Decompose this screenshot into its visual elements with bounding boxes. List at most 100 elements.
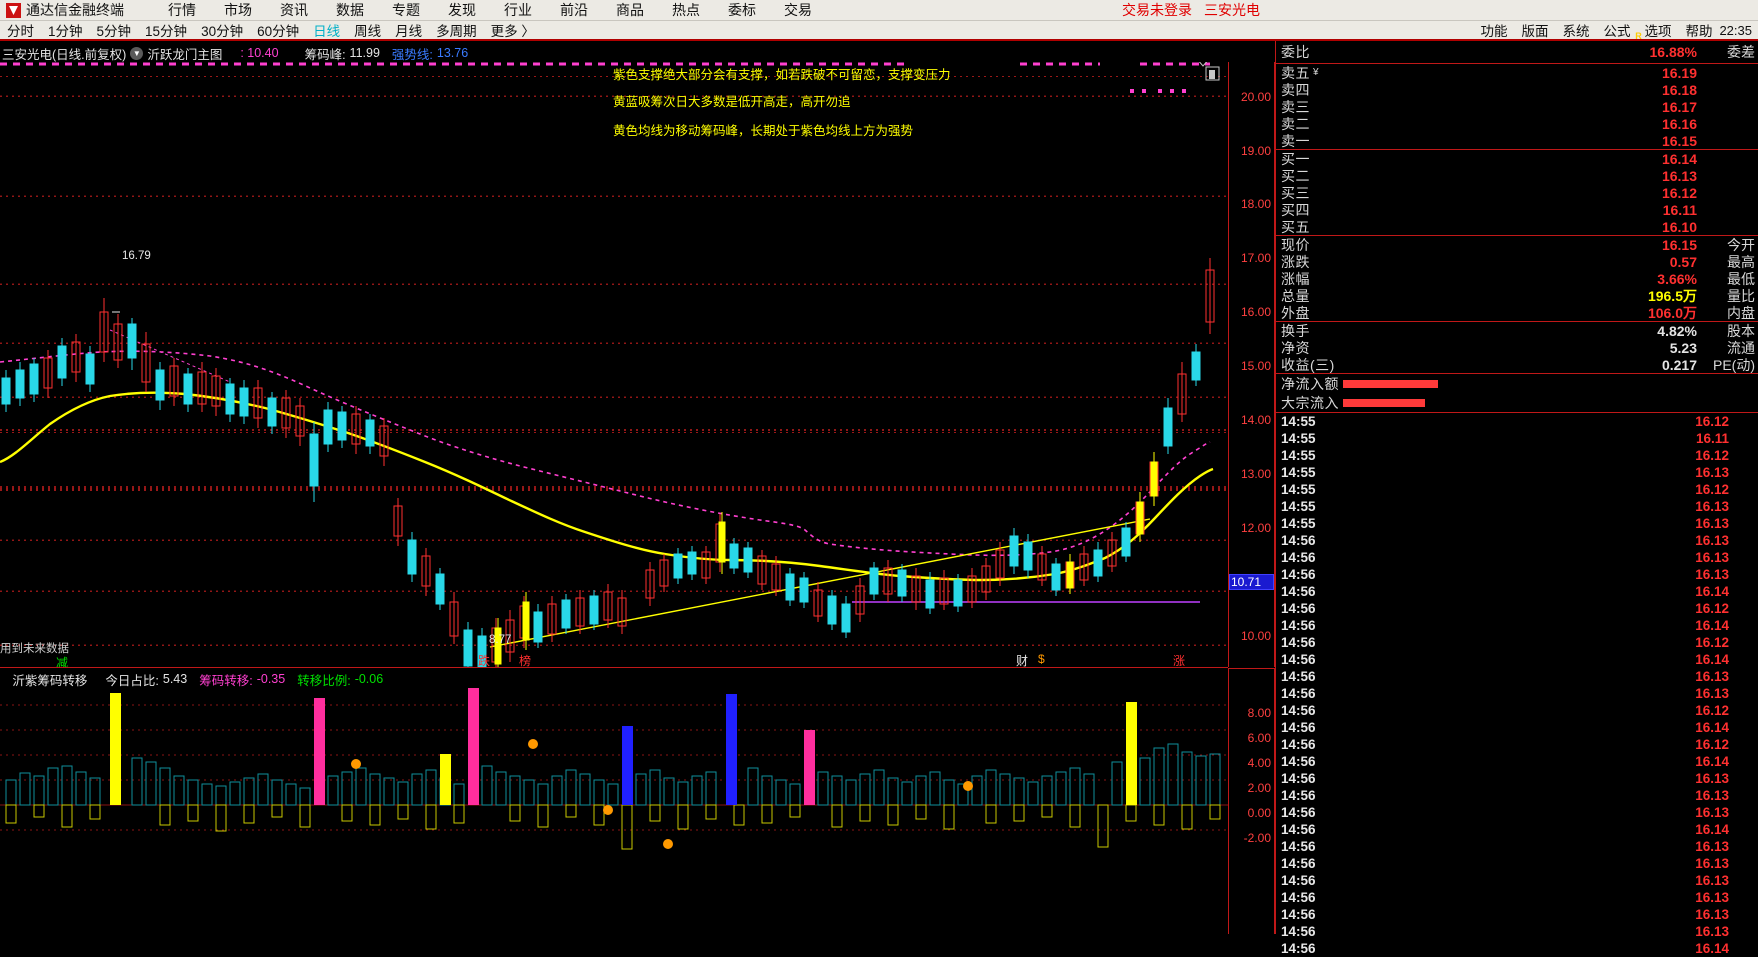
chart-tag-zhang: 涨 — [1173, 654, 1186, 667]
indicator-value-magenta: : 10.40 — [240, 46, 279, 60]
ask-row-4[interactable]: 卖四 16.18 — [1276, 81, 1758, 98]
tick-price: 16.14 — [1695, 584, 1729, 599]
menu-item-zhuanti[interactable]: 专题 — [392, 2, 420, 18]
menu-item-zixun[interactable]: 资讯 — [280, 2, 308, 18]
indicator-name-label[interactable]: 沂跃龙门主图 — [147, 47, 223, 62]
tick-time: 14:56 — [1281, 737, 1316, 752]
menu-item-qianyan[interactable]: 前沿 — [560, 2, 588, 18]
tick-time: 14:56 — [1281, 550, 1316, 565]
menu-item-hangye[interactable]: 行业 — [504, 2, 532, 18]
chip-transfer-indicator-chart[interactable] — [0, 688, 1275, 934]
menu-right-banmian[interactable]: 版面 — [1521, 24, 1549, 39]
tick-row: 14:56 16.13 — [1276, 872, 1758, 889]
chips-peak-value: 11.99 — [349, 46, 380, 60]
r-superscript-icon: R — [1635, 31, 1642, 41]
period-15min[interactable]: 15分钟 — [145, 24, 188, 39]
eps-label: 收益(三) — [1281, 356, 1335, 373]
ask-3-price: 16.17 — [1661, 98, 1697, 115]
tick-price: 16.14 — [1695, 720, 1729, 735]
main-candlestick-chart[interactable]: 紫色支撑绝大部分会有支撑，如若跌破不可留恋，支撑变压力 黄蓝吸筹次日大多数是低开… — [0, 62, 1275, 667]
bid-row-1[interactable]: 买一 16.14 — [1276, 150, 1758, 167]
ind-tick-4: 4.00 — [1247, 756, 1271, 770]
period-60min[interactable]: 60分钟 — [257, 24, 300, 39]
chart-note-3: 黄色均线为移动筹码峰，长期处于紫色均线上方为强势 — [613, 124, 914, 138]
tick-trade-list[interactable]: 14:55 16.12 14:55 16.11 14:55 16.12 14:55 16… — [1276, 413, 1758, 957]
ask-row-2[interactable]: 卖二 16.16 — [1276, 115, 1758, 132]
weibi-section: 委比 16.88% 委差 — [1276, 41, 1758, 64]
tick-price: 16.14 — [1695, 652, 1729, 667]
tick-row: 14:56 16.13 — [1276, 787, 1758, 804]
bid-row-3[interactable]: 买三 16.12 — [1276, 184, 1758, 201]
indicator-chevron-icon[interactable]: ▼ — [0, 672, 13, 686]
bid-row-5[interactable]: 买五 16.10 — [1276, 218, 1758, 235]
indicator-panel-name[interactable]: 沂紫筹码转移 — [12, 673, 88, 688]
tick-price: 16.12 — [1695, 635, 1729, 650]
menu-item-redian[interactable]: 热点 — [672, 2, 700, 18]
period-weekly[interactable]: 周线 — [354, 24, 382, 39]
menu-item-faxian[interactable]: 发现 — [448, 2, 476, 18]
current-price-value: 16.15 — [1661, 236, 1697, 253]
period-multi[interactable]: 多周期 — [436, 24, 477, 39]
ind-tick-neg2: -2.00 — [1243, 831, 1271, 845]
stats-row-current-price: 现价 16.15 今开 — [1276, 236, 1758, 253]
tick-price: 16.13 — [1695, 890, 1729, 905]
bid-4-label: 买四 — [1281, 201, 1310, 218]
period-monthly[interactable]: 月线 — [395, 24, 423, 39]
menu-right-xitong[interactable]: 系统 — [1562, 24, 1590, 39]
tick-time: 14:55 — [1281, 448, 1316, 463]
volume-value: 196.5万 — [1647, 287, 1697, 304]
period-fenshi[interactable]: 分时 — [7, 24, 34, 39]
tick-time: 14:56 — [1281, 941, 1316, 956]
menu-right-bangzhu[interactable]: 帮助 — [1685, 24, 1713, 39]
menu-item-weibiao[interactable]: 委标 — [728, 2, 756, 18]
menu-item-hangqing[interactable]: 行情 — [168, 2, 196, 18]
outer-volume-label: 外盘 — [1281, 304, 1310, 321]
bid-row-4[interactable]: 买四 16.11 — [1276, 201, 1758, 218]
tick-price: 16.13 — [1695, 533, 1729, 548]
menu-item-jiaoyi[interactable]: 交易 — [784, 2, 812, 18]
ask-row-5[interactable]: 卖五 ¥ 16.19 — [1276, 64, 1758, 81]
tick-time: 14:56 — [1281, 635, 1316, 650]
tick-row: 14:56 16.13 — [1276, 532, 1758, 549]
ask-row-1[interactable]: 卖一 16.15 — [1276, 132, 1758, 149]
stats-row-change-pct: 涨幅 3.66% 最低 — [1276, 270, 1758, 287]
bid-row-2[interactable]: 买二 16.13 — [1276, 167, 1758, 184]
period-1min[interactable]: 1分钟 — [48, 24, 83, 39]
menu-item-shichang[interactable]: 市场 — [224, 2, 252, 18]
chart-tag-future-data-warning: 用到未来数据 — [0, 643, 69, 655]
tick-row: 14:56 16.12 — [1276, 736, 1758, 753]
period-5min[interactable]: 5分钟 — [96, 24, 132, 39]
ind-tick-8: 8.00 — [1247, 706, 1271, 720]
period-30min[interactable]: 30分钟 — [201, 24, 244, 39]
bid-2-price: 16.13 — [1661, 167, 1697, 184]
tick-row: 14:55 16.12 — [1276, 481, 1758, 498]
price-tick-17: 17.00 — [1240, 251, 1271, 265]
price-tick-16: 16.00 — [1240, 305, 1271, 319]
tick-time: 14:56 — [1281, 652, 1316, 667]
chevron-down-icon[interactable]: ▼ — [130, 46, 144, 60]
tick-time: 14:56 — [1281, 771, 1316, 786]
system-clock: 22:35 — [1719, 22, 1752, 38]
indicator-canvas — [0, 688, 1228, 850]
weibi-row: 委比 16.88% 委差 — [1276, 41, 1758, 63]
tick-price: 16.13 — [1695, 686, 1729, 701]
ask-row-3[interactable]: 卖三 16.17 — [1276, 98, 1758, 115]
stats-row-change: 涨跌 0.57 最高 — [1276, 253, 1758, 270]
tick-row: 14:55 16.13 — [1276, 515, 1758, 532]
menubar-stock-name[interactable]: 三安光电 — [1204, 2, 1260, 18]
period-daily[interactable]: 日线 — [313, 24, 341, 39]
trade-login-status[interactable]: 交易未登录 — [1122, 2, 1192, 18]
price-tick-15: 15.00 — [1240, 359, 1271, 373]
bid-2-label: 买二 — [1281, 167, 1310, 184]
outer-volume-value: 106.0万 — [1647, 304, 1697, 321]
menu-right-gongshi[interactable]: 公式 — [1603, 24, 1631, 39]
tick-time: 14:56 — [1281, 686, 1316, 701]
menu-right-gongneng[interactable]: 功能 — [1480, 24, 1508, 39]
chart-overlay-icons — [1198, 62, 1220, 81]
tick-time: 14:56 — [1281, 822, 1316, 837]
menu-item-shuju[interactable]: 数据 — [336, 2, 364, 18]
period-more[interactable]: 更多 〉 — [490, 24, 535, 39]
turnover-value: 4.82% — [1657, 322, 1697, 339]
menu-right-xuanxiang[interactable]: 选项 — [1644, 24, 1672, 39]
menu-item-shangpin[interactable]: 商品 — [616, 2, 644, 18]
